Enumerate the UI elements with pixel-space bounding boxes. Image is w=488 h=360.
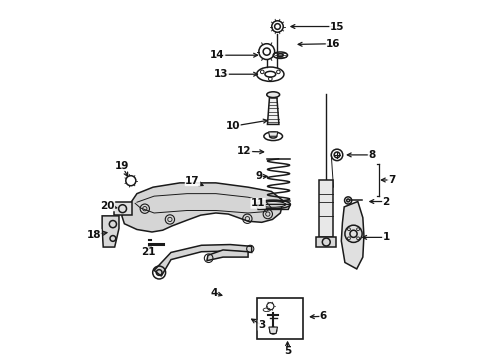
Text: 16: 16 xyxy=(325,39,340,49)
Polygon shape xyxy=(319,180,333,237)
Polygon shape xyxy=(206,250,247,261)
Polygon shape xyxy=(268,132,277,136)
Bar xyxy=(113,202,131,215)
Text: 17: 17 xyxy=(185,176,200,186)
Text: 9: 9 xyxy=(255,171,262,181)
Text: 20: 20 xyxy=(100,201,115,211)
Text: 1: 1 xyxy=(382,232,389,242)
Polygon shape xyxy=(102,216,119,247)
Ellipse shape xyxy=(266,92,279,98)
Polygon shape xyxy=(341,202,363,269)
Text: 2: 2 xyxy=(382,197,389,207)
Polygon shape xyxy=(267,96,278,125)
Text: 4: 4 xyxy=(210,288,217,298)
Text: 19: 19 xyxy=(114,161,129,171)
Text: 6: 6 xyxy=(319,311,326,321)
Text: 10: 10 xyxy=(225,121,240,131)
Ellipse shape xyxy=(260,202,285,207)
Text: 21: 21 xyxy=(141,247,155,257)
Text: 12: 12 xyxy=(237,146,251,156)
Text: 7: 7 xyxy=(387,175,394,185)
Bar xyxy=(257,298,303,338)
Polygon shape xyxy=(316,237,336,247)
Text: 5: 5 xyxy=(284,346,290,356)
Text: 13: 13 xyxy=(214,69,228,79)
Text: 8: 8 xyxy=(367,150,375,160)
Text: 18: 18 xyxy=(86,230,101,239)
Text: 3: 3 xyxy=(258,320,265,330)
Text: 14: 14 xyxy=(210,50,224,60)
Polygon shape xyxy=(154,244,251,276)
Text: 15: 15 xyxy=(329,22,344,32)
Polygon shape xyxy=(122,183,283,232)
Polygon shape xyxy=(268,327,277,333)
Text: 11: 11 xyxy=(250,198,265,208)
